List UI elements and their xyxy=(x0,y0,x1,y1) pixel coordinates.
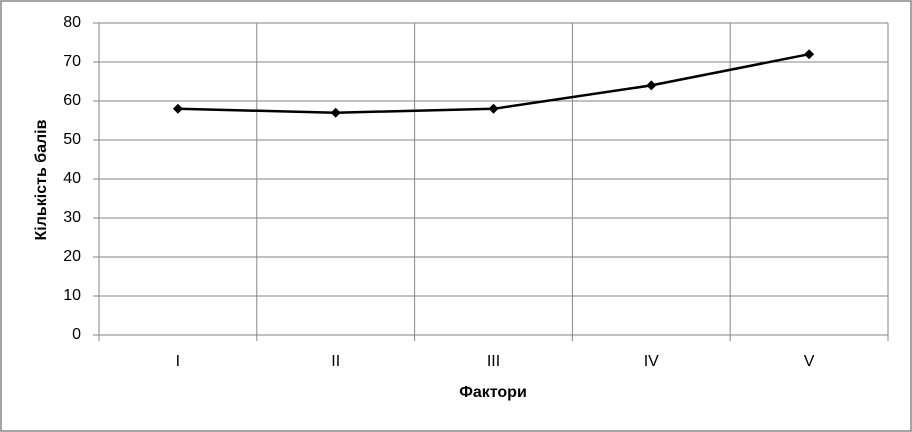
x-tick-label: V xyxy=(804,353,815,370)
y-tick-label: 60 xyxy=(63,92,81,109)
x-tick-label: IV xyxy=(644,353,659,370)
y-tick-label: 40 xyxy=(63,170,81,187)
y-tick-label: 50 xyxy=(63,131,81,148)
y-tick-label: 70 xyxy=(63,53,81,70)
y-tick-label: 0 xyxy=(72,326,81,343)
x-tick-label: III xyxy=(487,353,500,370)
y-tick-label: 10 xyxy=(63,287,81,304)
data-point xyxy=(330,107,341,118)
data-point xyxy=(172,103,183,114)
y-axis-label: Кількість балів xyxy=(33,119,50,240)
y-tick-label: 20 xyxy=(63,248,81,265)
x-tick-label: II xyxy=(331,353,340,370)
data-point xyxy=(488,103,499,114)
y-tick-label: 30 xyxy=(63,209,81,226)
data-point xyxy=(804,49,815,60)
x-tick-label: I xyxy=(176,353,180,370)
data-point xyxy=(646,80,657,91)
x-axis-label: Фактори xyxy=(459,384,527,401)
y-tick-label: 80 xyxy=(63,14,81,31)
